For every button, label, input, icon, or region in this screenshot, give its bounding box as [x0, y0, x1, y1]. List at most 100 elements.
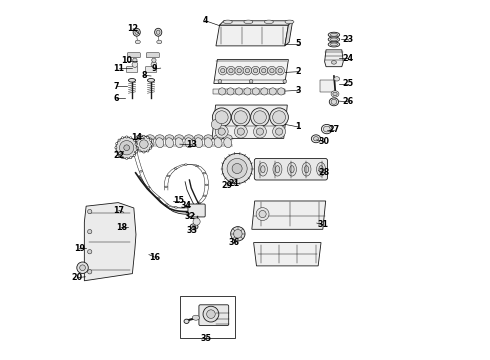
Circle shape [234, 125, 247, 138]
Circle shape [278, 68, 282, 73]
Text: 4: 4 [203, 16, 208, 25]
Circle shape [143, 151, 145, 153]
Circle shape [193, 218, 200, 225]
Circle shape [215, 125, 228, 138]
Ellipse shape [205, 184, 208, 185]
Circle shape [275, 128, 283, 135]
Circle shape [136, 143, 138, 145]
Ellipse shape [304, 166, 309, 173]
Polygon shape [254, 243, 321, 266]
Ellipse shape [261, 166, 265, 173]
Circle shape [253, 68, 258, 73]
Circle shape [124, 145, 129, 150]
Text: 29: 29 [221, 181, 233, 190]
Circle shape [133, 58, 137, 62]
Circle shape [151, 62, 157, 67]
Circle shape [256, 128, 264, 135]
Circle shape [259, 211, 266, 218]
Circle shape [244, 88, 251, 95]
Ellipse shape [196, 165, 198, 167]
Polygon shape [324, 50, 343, 67]
Circle shape [116, 143, 118, 145]
Circle shape [152, 58, 156, 62]
Circle shape [269, 88, 276, 95]
Text: 34: 34 [180, 201, 191, 210]
Polygon shape [285, 21, 293, 46]
Circle shape [116, 151, 118, 153]
Text: 21: 21 [228, 179, 239, 188]
Circle shape [231, 226, 245, 241]
Ellipse shape [146, 135, 154, 140]
Ellipse shape [190, 224, 198, 229]
Circle shape [251, 66, 260, 75]
Text: 2: 2 [295, 67, 301, 76]
Circle shape [130, 137, 132, 139]
Circle shape [276, 66, 285, 75]
Ellipse shape [165, 186, 168, 188]
Ellipse shape [188, 207, 191, 208]
Text: 6: 6 [114, 94, 120, 103]
Circle shape [237, 128, 245, 135]
Ellipse shape [197, 202, 200, 204]
Ellipse shape [166, 138, 173, 148]
Ellipse shape [185, 135, 193, 140]
Circle shape [115, 147, 117, 149]
Ellipse shape [265, 20, 273, 24]
Circle shape [147, 150, 149, 152]
Ellipse shape [174, 168, 177, 169]
Ellipse shape [147, 78, 155, 82]
Ellipse shape [328, 32, 340, 37]
Circle shape [227, 158, 247, 179]
Ellipse shape [319, 166, 323, 173]
Circle shape [261, 88, 268, 95]
Polygon shape [141, 181, 151, 192]
Circle shape [235, 88, 243, 95]
Bar [320, 80, 335, 92]
Circle shape [122, 137, 123, 139]
Circle shape [143, 135, 145, 137]
Circle shape [139, 136, 141, 138]
Ellipse shape [204, 138, 212, 148]
Circle shape [218, 128, 225, 135]
Ellipse shape [331, 60, 337, 64]
Circle shape [77, 262, 88, 274]
Text: 12: 12 [127, 24, 139, 33]
Text: 5: 5 [295, 39, 301, 48]
Circle shape [125, 157, 128, 159]
Text: 20: 20 [72, 273, 83, 282]
Circle shape [270, 68, 274, 73]
Polygon shape [166, 206, 173, 212]
Ellipse shape [140, 171, 143, 172]
FancyBboxPatch shape [126, 67, 138, 72]
FancyBboxPatch shape [199, 305, 229, 325]
Circle shape [219, 66, 227, 75]
Ellipse shape [328, 42, 340, 47]
Polygon shape [155, 196, 164, 205]
Circle shape [149, 139, 152, 141]
Ellipse shape [135, 30, 139, 35]
Circle shape [272, 125, 286, 138]
Text: 36: 36 [228, 238, 239, 247]
Ellipse shape [223, 135, 232, 140]
FancyBboxPatch shape [188, 204, 205, 217]
Ellipse shape [314, 136, 318, 141]
Text: 14: 14 [131, 133, 142, 142]
Ellipse shape [330, 43, 338, 46]
Circle shape [132, 62, 138, 67]
Circle shape [227, 66, 235, 75]
Circle shape [229, 68, 233, 73]
Ellipse shape [311, 135, 320, 143]
Circle shape [222, 153, 252, 184]
Ellipse shape [302, 162, 311, 176]
Ellipse shape [192, 225, 196, 228]
Text: 27: 27 [328, 125, 340, 134]
Ellipse shape [157, 197, 160, 198]
Ellipse shape [184, 319, 189, 323]
Polygon shape [147, 189, 158, 199]
Text: 30: 30 [318, 137, 329, 146]
Ellipse shape [165, 135, 174, 140]
Circle shape [88, 270, 92, 274]
Circle shape [219, 88, 225, 95]
Ellipse shape [331, 91, 339, 97]
Polygon shape [220, 21, 293, 25]
